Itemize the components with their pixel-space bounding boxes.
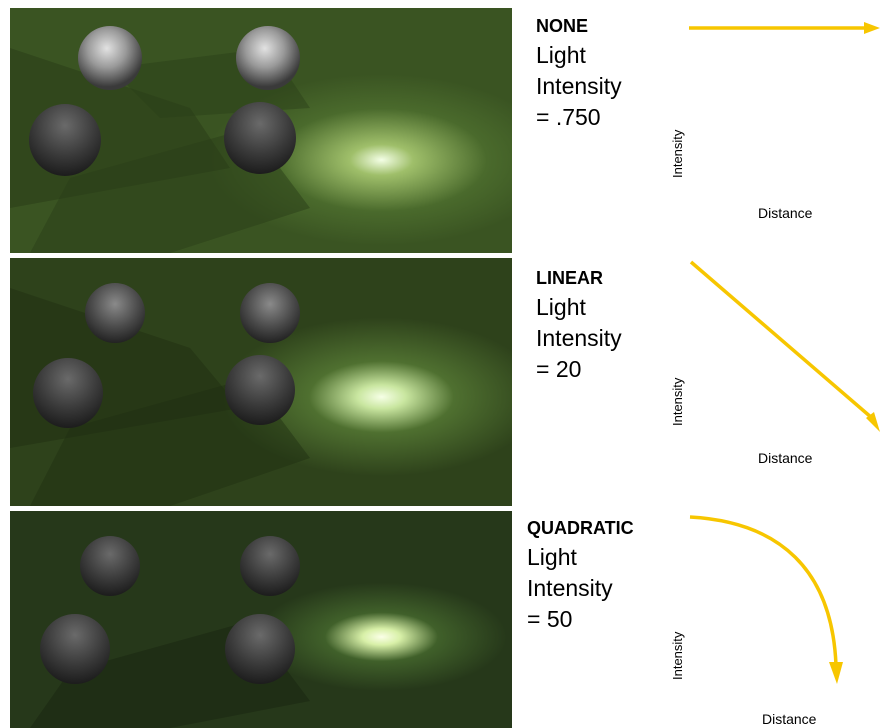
sphere-3 <box>29 104 101 176</box>
sphere-2 <box>240 536 300 596</box>
intensity-value: = .750 <box>536 103 601 130</box>
sphere-2 <box>236 26 300 90</box>
scene-linear <box>10 258 512 506</box>
curve-none <box>689 22 880 34</box>
curve-quadratic <box>689 515 843 684</box>
axis-y-label: Intensity <box>670 377 685 426</box>
light-label: Light <box>527 543 577 570</box>
axis-y-label: Intensity <box>670 129 685 178</box>
intensity-label: Intensity <box>536 324 622 351</box>
intensity-label: Intensity <box>536 72 622 99</box>
axis-y-label: Intensity <box>670 631 685 680</box>
sphere-2 <box>240 283 300 343</box>
sphere-4 <box>225 355 295 425</box>
axis-x-label: Distance <box>758 450 813 466</box>
sphere-4 <box>225 614 295 684</box>
sphere-1 <box>78 26 142 90</box>
arrowhead-icon <box>829 662 843 684</box>
axis-x-label: Distance <box>758 205 813 221</box>
scene-quadratic <box>10 511 512 728</box>
arrowhead-icon <box>866 412 880 432</box>
render-image-none <box>10 8 512 253</box>
scene-none <box>10 8 512 253</box>
panel-label-quadratic: QUADRATIC Light Intensity = 50 <box>527 518 634 635</box>
arrowhead-icon <box>864 22 880 34</box>
axis-x-label: Distance <box>762 711 817 727</box>
panel-label-none: NONE Light Intensity = .750 <box>536 16 622 133</box>
render-image-quadratic <box>10 511 512 728</box>
intensity-value: = 20 <box>536 355 582 382</box>
sphere-3 <box>40 614 110 684</box>
panel-label-linear: LINEAR Light Intensity = 20 <box>536 268 622 385</box>
falloff-title: NONE <box>536 16 589 36</box>
sphere-1 <box>80 536 140 596</box>
sphere-3 <box>33 358 103 428</box>
intensity-label: Intensity <box>527 574 613 601</box>
intensity-value: = 50 <box>527 605 573 632</box>
render-image-linear <box>10 258 512 506</box>
light-label: Light <box>536 41 586 68</box>
curve-linear <box>689 260 880 432</box>
falloff-title: QUADRATIC <box>527 518 634 538</box>
sphere-1 <box>85 283 145 343</box>
sphere-4 <box>224 102 296 174</box>
light-label: Light <box>536 293 586 320</box>
falloff-title: LINEAR <box>536 268 603 288</box>
